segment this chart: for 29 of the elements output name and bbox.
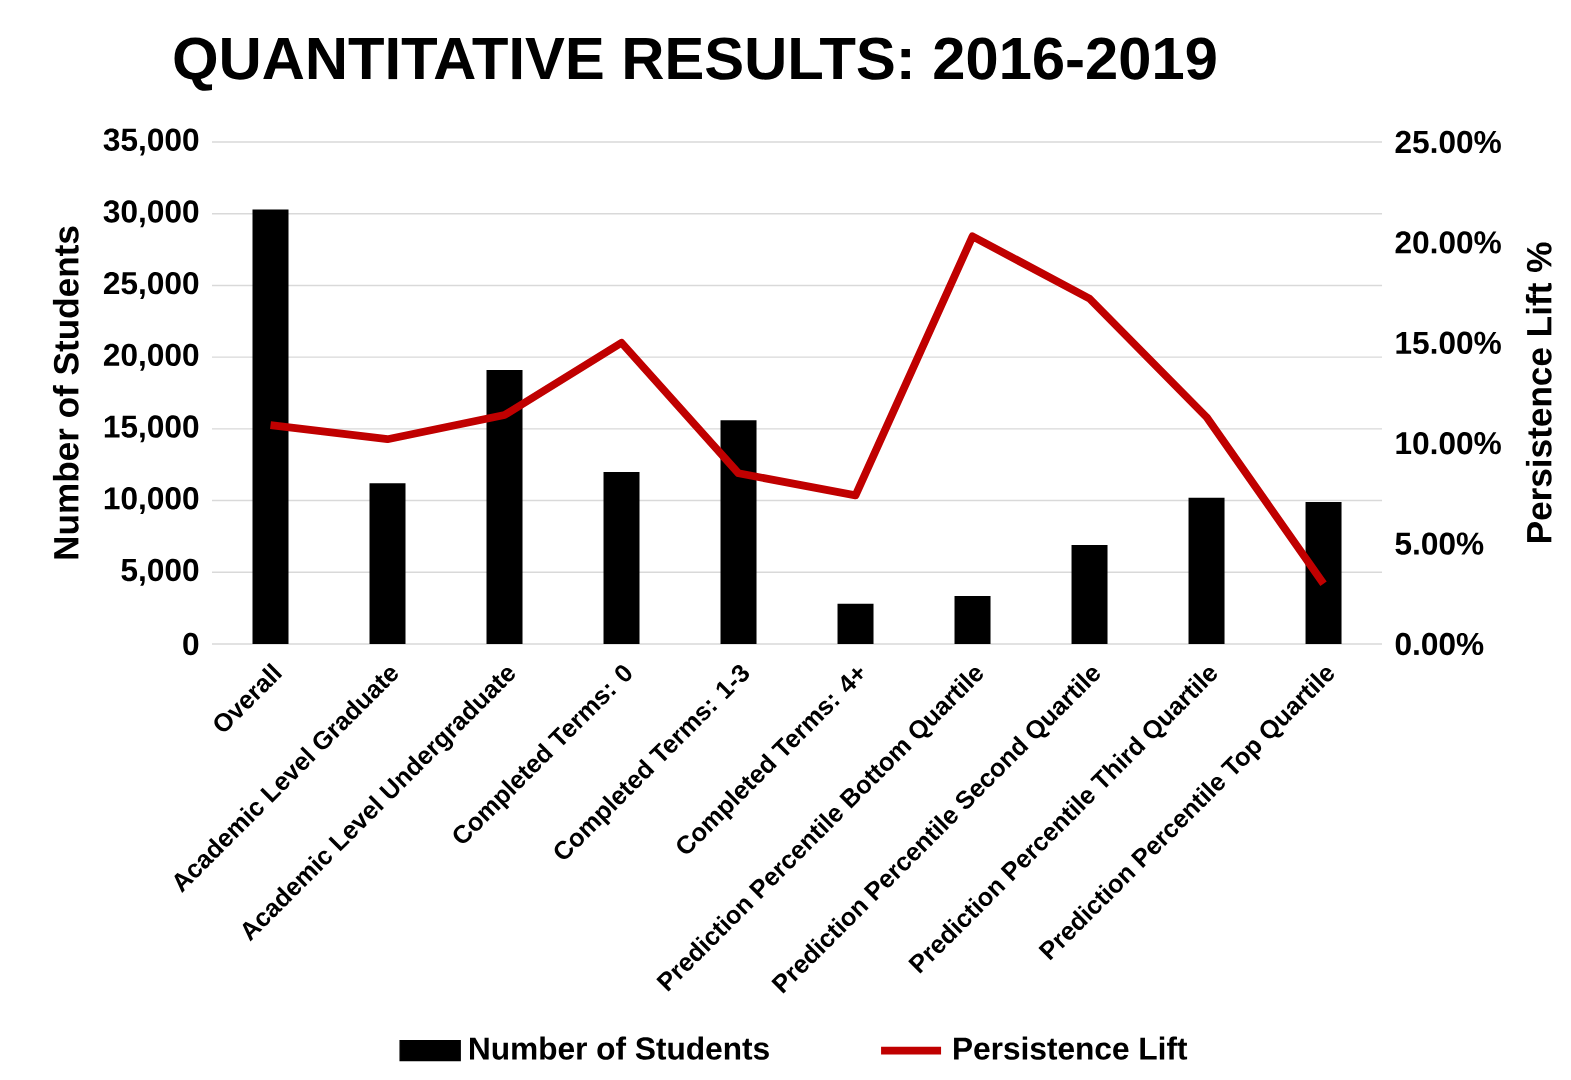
y2-tick-label: 5.00% [1395,532,1484,555]
bar [1188,497,1225,644]
y2-axis-title: Persistence Lift % [1525,242,1552,542]
y-tick-label: 25,000 [103,271,199,299]
legend-label: Persistence Lift [954,1036,1188,1060]
bar [369,483,406,644]
y2-tick-label: 20.00% [1395,231,1501,254]
y-tick-label: 5,000 [121,558,199,586]
y-axis-title: Number of Students [52,226,79,559]
y-tick-label: 10,000 [104,487,199,515]
bar [252,209,289,644]
legend-label: Number of Students [470,1036,769,1060]
y-tick-label: 30,000 [103,200,199,228]
y-tick-label: 35,000 [103,128,199,156]
bar [603,471,640,644]
y2-tick-label: 10.00% [1396,431,1501,455]
y2-tick-label: 0.00% [1395,632,1484,656]
y-tick-label: 15,000 [104,415,199,443]
bar [720,420,757,644]
bar [837,603,874,644]
y-tick-label: 0 [183,632,199,656]
bar [1071,545,1108,644]
chart-title: QUANTITATIVE RESULTS: 2016-2019 [174,37,1216,91]
bar [486,370,523,644]
y-tick-label: 20,000 [103,343,199,371]
y2-tick-label: 15.00% [1396,331,1501,355]
bar [954,595,991,644]
bar [1305,502,1342,644]
y2-tick-label: 25.00% [1395,130,1501,154]
